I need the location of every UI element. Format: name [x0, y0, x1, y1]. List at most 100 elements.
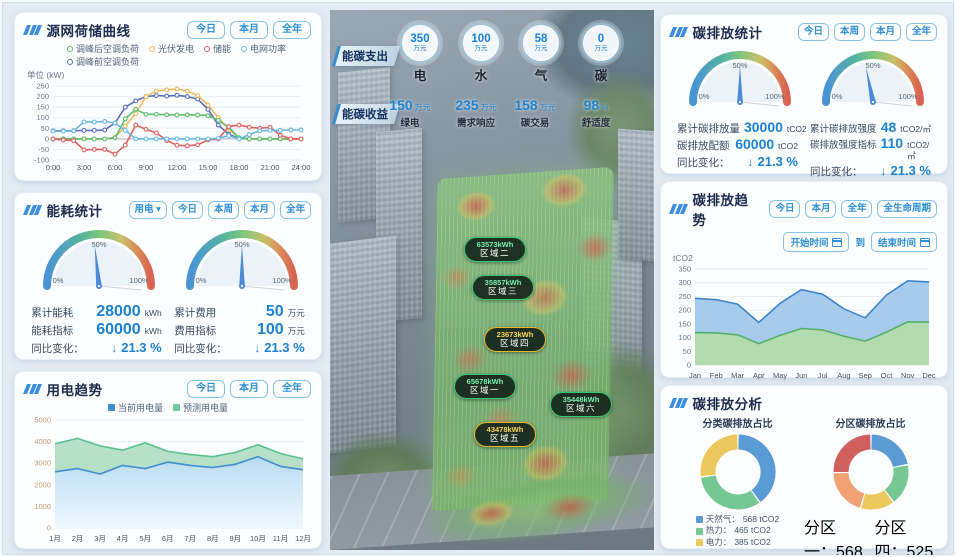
metric-carbon: 0 万元 碳 — [579, 25, 623, 84]
svg-text:Jul: Jul — [818, 371, 828, 380]
legend-ring-icon — [149, 45, 156, 52]
end-date-picker[interactable]: 结束时间 — [870, 232, 937, 252]
svg-text:100: 100 — [678, 333, 691, 342]
tab-month[interactable]: 本月 — [869, 23, 901, 41]
svg-text:Jan: Jan — [689, 371, 701, 380]
svg-text:Sep: Sep — [859, 371, 872, 380]
tab-week[interactable]: 本周 — [833, 23, 865, 41]
svg-text:3:00: 3:00 — [77, 163, 92, 172]
panel-title: 用电趋势 — [46, 383, 103, 398]
svg-text:150: 150 — [36, 103, 49, 112]
svg-text:5月: 5月 — [139, 534, 151, 543]
panel-title: 碳排放趋势 — [692, 193, 749, 228]
y-axis-unit-label: 单位 (kW) — [27, 70, 65, 80]
svg-text:Feb: Feb — [710, 371, 723, 380]
legend-storage[interactable]: 储能 — [204, 42, 231, 55]
zone-badge-2[interactable]: 63573kWh 区域二 — [464, 237, 526, 262]
metric-water: 100 万元 水 — [459, 25, 503, 84]
tab-today[interactable]: 今日 — [187, 380, 225, 398]
svg-text:50: 50 — [683, 347, 691, 356]
energy-type-dropdown[interactable]: 用电 ▾ — [128, 201, 167, 219]
legend-grid-power[interactable]: 电网功率 — [241, 42, 286, 55]
stat-unit: tCO2 — [778, 141, 798, 151]
panel-energy-stats: 能耗统计 用电 ▾ 今日 本周 本月 全年 0% 50% 100% 累计能耗 2800… — [14, 192, 322, 360]
metric-circle: 100 万元 — [463, 25, 499, 61]
zone-badge-6[interactable]: 35448kWh 区域六 — [550, 392, 612, 417]
tab-month[interactable]: 本月 — [230, 380, 268, 398]
svg-text:50%: 50% — [865, 61, 880, 70]
svg-text:5000: 5000 — [34, 416, 51, 425]
svg-text:250: 250 — [36, 82, 49, 91]
svg-text:0%: 0% — [699, 92, 710, 101]
tab-week[interactable]: 本周 — [207, 201, 239, 219]
zone-badge-5[interactable]: 43478kWh 区域五 — [474, 422, 536, 447]
metric-electricity: 350 万元 电 — [398, 25, 442, 84]
tab-today[interactable]: 今日 — [769, 200, 801, 218]
svg-text:50: 50 — [41, 124, 49, 133]
tab-today[interactable]: 今日 — [187, 21, 225, 39]
zone-badge-3[interactable]: 35857kWh 区域三 — [472, 275, 534, 300]
panel-carbon-stats: 碳排放统计 今日 本周 本月 全年 0% 50% 100% 累计碳排放量 30000 t… — [660, 14, 948, 178]
start-date-picker[interactable]: 开始时间 — [783, 232, 850, 252]
down-arrow-icon: ↓ — [747, 155, 754, 169]
tab-lifecycle[interactable]: 全生命周期 — [877, 200, 937, 218]
tab-month[interactable]: 本月 — [243, 201, 275, 219]
svg-text:10月: 10月 — [250, 534, 266, 543]
calendar-icon — [832, 237, 843, 247]
legend-forecast-usage[interactable]: 预测用电量 — [173, 401, 228, 414]
stat-label: 费用指标 — [174, 324, 217, 337]
energy-total-gauge: 0% 50% 100% — [43, 230, 156, 291]
expense-ribbon: 能碳支出 — [335, 46, 397, 66]
legend-zone-1[interactable]: 分区一：568 tCO2 — [804, 520, 863, 557]
svg-text:May: May — [773, 371, 787, 380]
date-range-to-label: 到 — [855, 238, 865, 249]
tab-month[interactable]: 本月 — [805, 200, 837, 218]
tab-today[interactable]: 今日 — [171, 201, 203, 219]
zone-badge-4[interactable]: 23673kWh 区域四 — [484, 327, 546, 352]
legend-electricity[interactable]: 电力： 385 tCO2 — [695, 537, 779, 548]
stat-label: 碳排放强度指标 — [809, 140, 877, 151]
down-arrow-icon: ↓ — [254, 340, 261, 355]
tab-today[interactable]: 今日 — [797, 23, 829, 41]
legend-before-peak-ac[interactable]: 调峰前空调负荷 — [67, 55, 139, 68]
category-donut-title: 分类碳排放占比 — [702, 419, 773, 430]
svg-text:12月: 12月 — [295, 534, 311, 543]
stat-label: 碳排放配额 — [676, 140, 730, 152]
panel-carbon-analysis: 碳排放分析 分类碳排放占比 天然气： 568 tCO2 热力： 465 tCO2 电… — [660, 385, 948, 555]
svg-text:0: 0 — [47, 524, 51, 533]
tab-year[interactable]: 全年 — [273, 21, 311, 39]
tab-year[interactable]: 全年 — [279, 201, 311, 219]
legend-zone-4[interactable]: 分区四：525 tCO2 — [874, 520, 934, 557]
income-ribbon: 能碳收益 — [335, 104, 397, 124]
stat-label: 累计能耗 — [31, 307, 74, 319]
tab-month[interactable]: 本月 — [230, 21, 268, 39]
legend-current-usage[interactable]: 当前用电量 — [107, 401, 163, 414]
svg-text:100%: 100% — [898, 92, 918, 101]
panel-slashes-icon — [668, 27, 688, 37]
stat-unit: kWh — [144, 325, 162, 336]
yoy-label: 同比变化： — [31, 342, 84, 355]
svg-text:100%: 100% — [273, 276, 293, 285]
legend-square-icon — [173, 404, 180, 411]
stat-value: 100 — [256, 320, 284, 338]
legend-after-peak-ac[interactable]: 调峰后空调负荷 — [67, 42, 139, 55]
svg-text:50%: 50% — [92, 240, 107, 249]
legend-pv[interactable]: 光伏发电 — [149, 42, 194, 55]
svg-text:Dec: Dec — [922, 371, 936, 380]
stat-label: 累计碳排放量 — [676, 123, 740, 135]
svg-text:200: 200 — [678, 306, 691, 315]
legend-square-icon — [695, 516, 703, 524]
stat-label: 累计碳排放强度 — [809, 124, 877, 135]
income-green-power: 150 万元 绿电 — [389, 97, 431, 129]
svg-text:0:00: 0:00 — [46, 163, 61, 172]
tab-year[interactable]: 全年 — [905, 23, 937, 41]
tab-year[interactable]: 全年 — [273, 380, 311, 398]
tab-year[interactable]: 全年 — [841, 200, 873, 218]
legend-gas[interactable]: 天然气： 568 tCO2 — [695, 514, 779, 525]
income-comfort: 98% 舒适度 — [581, 97, 611, 129]
chevron-down-icon: ▾ — [156, 204, 161, 216]
stat-value: 60000 — [735, 136, 775, 152]
panel-title: 源网荷储曲线 — [46, 24, 131, 39]
zone-badge-1[interactable]: 65678kWh 区域一 — [454, 374, 516, 399]
legend-heat[interactable]: 热力： 465 tCO2 — [695, 525, 779, 536]
